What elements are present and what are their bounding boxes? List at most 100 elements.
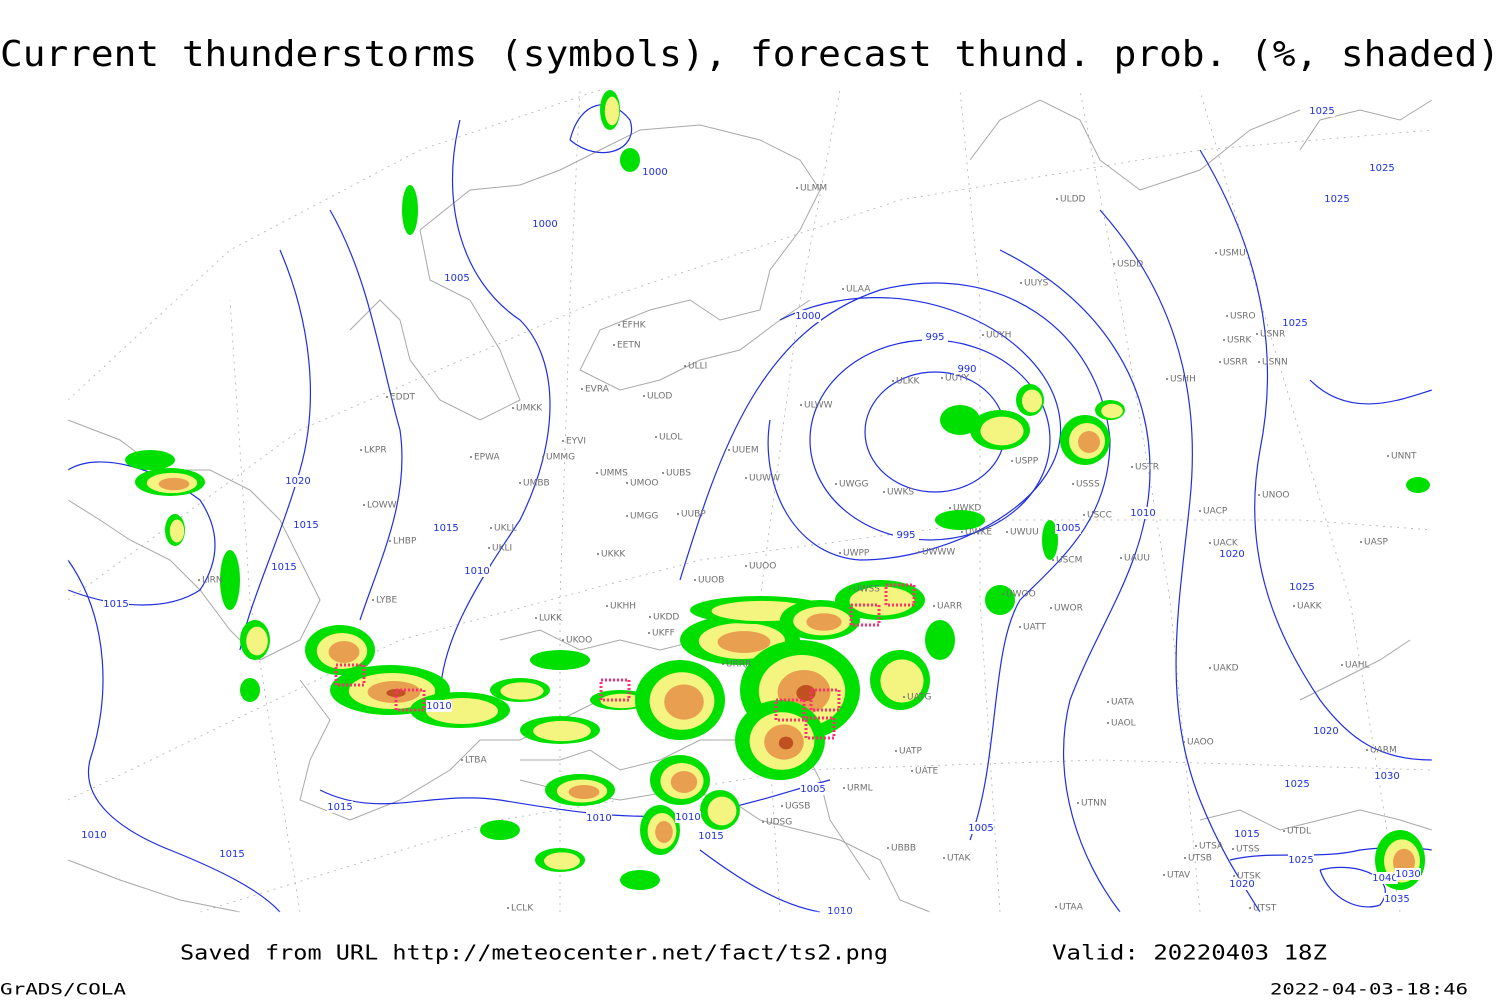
station-label: UTNN <box>1081 799 1107 809</box>
isobar-label: 1010 <box>827 906 852 917</box>
station-dot <box>363 504 365 506</box>
station-dot <box>613 344 615 346</box>
probability-shade <box>169 519 185 543</box>
station-label: USRR <box>1223 358 1248 368</box>
probability-shade <box>480 820 520 840</box>
isobar-label: 1015 <box>271 562 296 573</box>
probability-shade <box>1078 431 1100 453</box>
station-dot <box>1072 483 1074 485</box>
station-label: LYBE <box>376 596 397 606</box>
station-label: UUEM <box>732 446 759 456</box>
station-label: LHBP <box>393 537 417 547</box>
source-url: Saved from URL http://meteocenter.net/fa… <box>180 941 888 965</box>
station-label: UATA <box>1111 698 1135 708</box>
station-dot <box>887 847 889 849</box>
isobar-label: 1000 <box>795 311 820 322</box>
station-dot <box>982 334 984 336</box>
probability-shade <box>604 96 620 126</box>
station-label: UMBB <box>523 479 550 489</box>
station-dot <box>1283 830 1285 832</box>
station-dot <box>728 449 730 451</box>
isobar-label-bg <box>293 519 319 531</box>
station-dot <box>1020 282 1022 284</box>
station-label: UNNT <box>1391 452 1417 462</box>
station-label: ULAA <box>846 285 871 295</box>
station-dot <box>677 513 679 515</box>
isobar-label: 1010 <box>1130 508 1155 519</box>
station-label: UAOO <box>1187 738 1214 748</box>
station-dot <box>1131 466 1133 468</box>
station-dot <box>745 477 747 479</box>
isobar-label-bg <box>426 700 452 712</box>
station-label: UGSB <box>785 802 810 812</box>
station-label: ULOD <box>647 392 672 402</box>
station-dot <box>1366 749 1368 751</box>
isobar-label: 1025 <box>1288 855 1313 866</box>
probability-shade <box>158 477 190 491</box>
station-label: LKPR <box>364 446 387 456</box>
station-label: USTR <box>1135 463 1159 473</box>
probability-shade <box>530 650 590 670</box>
station-dot <box>943 857 945 859</box>
isobar-label: 1040 <box>1372 873 1397 884</box>
station-dot <box>933 605 935 607</box>
station-label: UUYS <box>1024 279 1049 289</box>
station-dot <box>1052 559 1054 561</box>
isobar-label-bg <box>1288 854 1314 866</box>
isobar-label: 1010 <box>675 812 700 823</box>
isobar-label: 1030 <box>1374 771 1399 782</box>
isobar-label-bg <box>1219 548 1245 560</box>
station-label: UKKK <box>601 550 626 560</box>
station-label: UTAV <box>1167 871 1191 881</box>
isobar-label-bg <box>800 783 826 795</box>
station-dot <box>648 632 650 634</box>
station-label: EVRA <box>585 385 610 395</box>
station-dot <box>655 436 657 438</box>
station-label: USCM <box>1056 556 1082 566</box>
isobar-label-bg <box>1130 507 1156 519</box>
storm-symbol <box>809 688 841 712</box>
isobar-label-bg <box>922 331 948 343</box>
station-dot <box>918 551 920 553</box>
station-label: UBBB <box>891 844 916 854</box>
station-dot <box>360 449 362 451</box>
isobar-label: 1015 <box>327 802 352 813</box>
station-dot <box>1006 531 1008 533</box>
station-dot <box>372 599 374 601</box>
station-label: EFHK <box>622 321 647 331</box>
station-dot <box>1183 741 1185 743</box>
station-label: UWGG <box>839 480 868 490</box>
probability-shade <box>717 631 771 653</box>
station-dot <box>1077 802 1079 804</box>
station-dot <box>488 547 490 549</box>
station-label: UWWW <box>922 548 955 558</box>
isobar-label-bg <box>795 310 821 322</box>
storm-symbol <box>849 603 881 627</box>
station-label: UUOO <box>749 562 776 572</box>
station-dot <box>1258 494 1260 496</box>
station-label: EPWA <box>474 453 501 463</box>
isobar-label: 1010 <box>464 566 489 577</box>
station-dot <box>1215 252 1217 254</box>
station-dot <box>843 787 845 789</box>
station-dot <box>1120 557 1122 559</box>
station-label: UACK <box>1213 539 1239 549</box>
probability-shade <box>849 586 915 616</box>
station-label: UMMG <box>546 453 575 463</box>
station-label: UWUU <box>1010 528 1039 538</box>
isobar-label-bg <box>968 822 994 834</box>
station-dot <box>1219 361 1221 363</box>
station-label: UTST <box>1253 904 1277 914</box>
station-dot <box>198 579 200 581</box>
isobar-label: 1015 <box>433 523 458 534</box>
station-dot <box>911 770 913 772</box>
station-label: UUYH <box>986 331 1011 341</box>
station-dot <box>796 187 798 189</box>
station-label: USPP <box>1015 457 1039 467</box>
map-labels: 1000 1000 1005 1000 995 990 1020 1015 1015 1015 10… <box>81 105 1421 917</box>
isobar-label: 1005 <box>444 273 469 284</box>
station-label: UUBP <box>681 510 706 520</box>
isobar-label-bg <box>103 598 129 610</box>
station-label: ULMM <box>800 184 827 194</box>
thunderstorm-symbols <box>334 583 916 740</box>
